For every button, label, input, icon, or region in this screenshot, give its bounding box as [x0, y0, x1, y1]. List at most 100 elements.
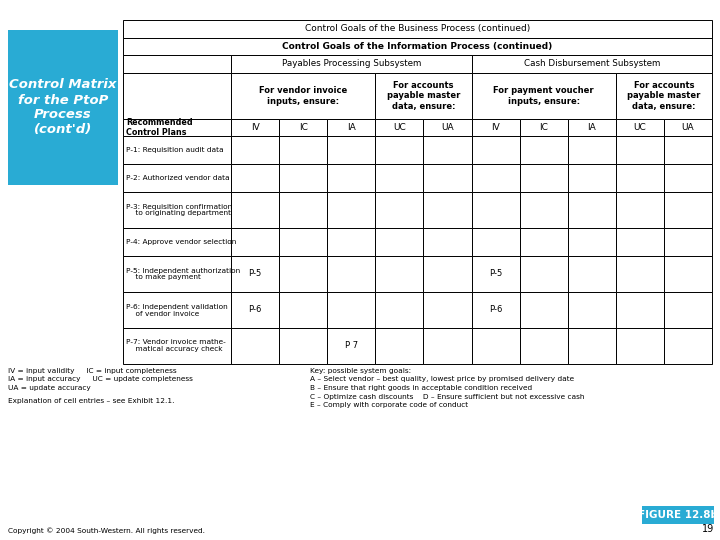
Bar — [520, 119, 567, 136]
Text: C – Optimize cash discounts    D – Ensure sufficient but not excessive cash: C – Optimize cash discounts D – Ensure s… — [310, 394, 585, 400]
Text: FIGURE 12.8b: FIGURE 12.8b — [638, 510, 718, 520]
Bar — [520, 192, 567, 228]
Bar — [279, 328, 327, 364]
Text: P-5: P-5 — [489, 269, 502, 279]
Bar — [423, 292, 472, 328]
Bar — [472, 256, 520, 292]
Bar — [423, 119, 472, 136]
Bar — [327, 119, 375, 136]
Bar — [664, 228, 712, 256]
Text: UA: UA — [682, 123, 694, 132]
Text: P-5: P-5 — [248, 269, 261, 279]
Bar — [664, 256, 712, 292]
Bar — [279, 192, 327, 228]
Text: For accounts
payable master
data, ensure:: For accounts payable master data, ensure… — [387, 81, 460, 111]
Bar — [567, 119, 616, 136]
Bar — [375, 192, 423, 228]
Bar — [616, 328, 664, 364]
Bar — [520, 136, 567, 164]
Bar — [375, 119, 423, 136]
Bar — [8, 30, 118, 185]
Bar — [327, 136, 375, 164]
Bar — [664, 164, 712, 192]
Bar — [616, 256, 664, 292]
Text: IV: IV — [251, 123, 259, 132]
Bar — [472, 328, 520, 364]
Bar — [327, 292, 375, 328]
Bar — [279, 292, 327, 328]
Text: P-1: Requisition audit data: P-1: Requisition audit data — [126, 147, 224, 153]
Text: IA: IA — [588, 123, 596, 132]
Bar — [567, 328, 616, 364]
Bar — [520, 292, 567, 328]
Bar — [616, 192, 664, 228]
Text: B – Ensure that right goods in acceptable condition received: B – Ensure that right goods in acceptabl… — [310, 385, 532, 391]
Bar — [231, 228, 279, 256]
Text: IC: IC — [539, 123, 548, 132]
Bar — [472, 292, 520, 328]
Bar — [423, 328, 472, 364]
Bar — [423, 228, 472, 256]
Bar — [375, 73, 472, 119]
Bar — [327, 192, 375, 228]
Text: UA: UA — [441, 123, 454, 132]
Text: UA = update accuracy: UA = update accuracy — [8, 385, 91, 391]
Bar — [642, 506, 714, 524]
Bar — [279, 228, 327, 256]
Text: P-4: Approve vendor selection: P-4: Approve vendor selection — [126, 239, 236, 245]
Text: For accounts
payable master
data, ensure:: For accounts payable master data, ensure… — [627, 81, 701, 111]
Bar — [616, 136, 664, 164]
Bar — [123, 328, 231, 364]
Text: E – Comply with corporate code of conduct: E – Comply with corporate code of conduc… — [310, 402, 468, 408]
Text: Control Goals of the Information Process (continued): Control Goals of the Information Process… — [282, 42, 553, 51]
Bar — [231, 192, 279, 228]
Bar — [123, 164, 231, 192]
Bar — [567, 164, 616, 192]
Bar — [123, 292, 231, 328]
Text: 19: 19 — [702, 524, 714, 534]
Bar — [472, 136, 520, 164]
Bar — [472, 164, 520, 192]
Text: Payables Processing Subsystem: Payables Processing Subsystem — [282, 59, 421, 69]
Text: P-5: Independent authorization
    to make payment: P-5: Independent authorization to make p… — [126, 267, 240, 280]
Text: UC: UC — [393, 123, 406, 132]
Bar — [279, 164, 327, 192]
Text: Explanation of cell entries – see Exhibit 12.1.: Explanation of cell entries – see Exhibi… — [8, 397, 174, 403]
Bar — [123, 119, 231, 136]
Bar — [616, 164, 664, 192]
Bar — [520, 228, 567, 256]
Bar — [123, 192, 231, 228]
Bar — [664, 119, 712, 136]
Bar — [664, 136, 712, 164]
Bar — [123, 228, 231, 256]
Text: IC: IC — [299, 123, 307, 132]
Text: P-6: Independent validation
    of vendor invoice: P-6: Independent validation of vendor in… — [126, 303, 228, 316]
Text: Cash Disbursement Subsystem: Cash Disbursement Subsystem — [523, 59, 660, 69]
Bar — [123, 38, 712, 55]
Bar — [616, 119, 664, 136]
Bar — [472, 55, 712, 73]
Text: IV: IV — [491, 123, 500, 132]
Bar — [567, 136, 616, 164]
Text: P 7: P 7 — [345, 341, 358, 350]
Bar — [123, 256, 231, 292]
Bar — [567, 256, 616, 292]
Text: Recommended
Control Plans: Recommended Control Plans — [126, 118, 193, 137]
Bar — [279, 256, 327, 292]
Bar — [472, 119, 520, 136]
Text: Control Matrix
for the PtoP
Process
(cont'd): Control Matrix for the PtoP Process (con… — [9, 78, 117, 137]
Bar — [423, 256, 472, 292]
Bar — [520, 164, 567, 192]
Bar — [279, 119, 327, 136]
Bar — [231, 55, 472, 73]
Bar — [616, 228, 664, 256]
Text: Copyright © 2004 South-Western. All rights reserved.: Copyright © 2004 South-Western. All righ… — [8, 528, 205, 534]
Bar — [375, 164, 423, 192]
Text: P-7: Vendor invoice mathe-
    matical accuracy check: P-7: Vendor invoice mathe- matical accur… — [126, 340, 226, 353]
Text: A – Select vendor – best quality, lowest price by promised delivery date: A – Select vendor – best quality, lowest… — [310, 376, 574, 382]
Bar — [567, 192, 616, 228]
Bar — [567, 292, 616, 328]
Bar — [616, 292, 664, 328]
Bar — [327, 164, 375, 192]
Bar — [375, 228, 423, 256]
